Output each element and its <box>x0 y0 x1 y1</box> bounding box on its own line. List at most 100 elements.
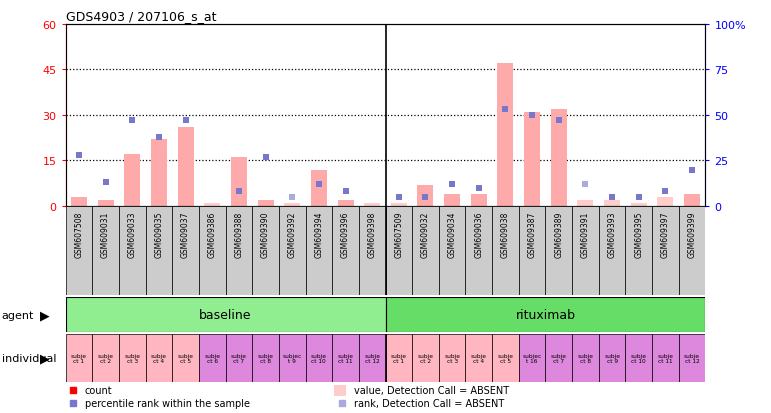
Text: GSM609392: GSM609392 <box>288 211 297 257</box>
Text: percentile rank within the sample: percentile rank within the sample <box>85 399 250 408</box>
Bar <box>66 297 386 332</box>
Bar <box>66 335 93 382</box>
Bar <box>284 204 300 206</box>
Bar <box>599 206 625 295</box>
Text: GSM609035: GSM609035 <box>154 211 163 257</box>
Bar <box>225 206 252 295</box>
Text: subje
ct 6: subje ct 6 <box>204 353 221 363</box>
Bar <box>199 206 225 295</box>
Bar <box>124 155 140 206</box>
Bar <box>524 113 540 206</box>
Text: GSM609386: GSM609386 <box>207 211 217 257</box>
Text: GSM609036: GSM609036 <box>474 211 483 257</box>
Bar <box>119 335 146 382</box>
Bar <box>177 128 194 206</box>
Bar <box>338 200 353 206</box>
Text: GSM609391: GSM609391 <box>581 211 590 257</box>
Text: rituximab: rituximab <box>516 309 575 321</box>
Bar <box>519 335 546 382</box>
Bar <box>439 206 466 295</box>
Bar <box>335 385 346 396</box>
Text: subje
ct 5: subje ct 5 <box>177 353 194 363</box>
Bar <box>279 206 305 295</box>
Bar <box>364 204 380 206</box>
Bar <box>146 206 172 295</box>
Text: rank, Detection Call = ABSENT: rank, Detection Call = ABSENT <box>353 399 503 408</box>
Text: GSM609031: GSM609031 <box>101 211 110 257</box>
Text: GSM609388: GSM609388 <box>234 211 244 257</box>
Bar <box>572 206 599 295</box>
Text: GSM609387: GSM609387 <box>527 211 537 257</box>
Text: agent: agent <box>2 310 34 320</box>
Text: GSM609395: GSM609395 <box>635 211 643 257</box>
Text: subje
ct 3: subje ct 3 <box>124 353 140 363</box>
Bar <box>572 335 599 382</box>
Bar <box>439 335 466 382</box>
Text: subje
ct 11: subje ct 11 <box>658 353 674 363</box>
Bar <box>332 335 359 382</box>
Bar <box>412 206 439 295</box>
Bar <box>305 335 332 382</box>
Text: individual: individual <box>2 353 56 363</box>
Text: subjec
t 16: subjec t 16 <box>523 353 542 363</box>
Text: GSM609032: GSM609032 <box>421 211 430 257</box>
Text: subje
ct 1: subje ct 1 <box>71 353 87 363</box>
Text: GSM609390: GSM609390 <box>261 211 270 257</box>
Text: subje
ct 3: subje ct 3 <box>444 353 460 363</box>
Text: GSM609397: GSM609397 <box>661 211 670 257</box>
Text: GSM607508: GSM607508 <box>74 211 83 257</box>
Bar <box>71 197 87 206</box>
Bar <box>391 204 407 206</box>
Bar <box>492 335 519 382</box>
Bar <box>625 206 652 295</box>
Bar <box>684 195 700 206</box>
Bar <box>466 335 492 382</box>
Bar <box>172 335 199 382</box>
Text: subje
ct 2: subje ct 2 <box>97 353 113 363</box>
Text: ▶: ▶ <box>40 352 49 365</box>
Text: GSM609033: GSM609033 <box>128 211 136 257</box>
Bar <box>231 158 247 206</box>
Text: subje
ct 8: subje ct 8 <box>577 353 594 363</box>
Text: GSM609038: GSM609038 <box>501 211 510 257</box>
Bar <box>412 335 439 382</box>
Bar <box>497 64 513 206</box>
Text: subjec
t 9: subjec t 9 <box>282 353 301 363</box>
Text: subje
ct 2: subje ct 2 <box>417 353 433 363</box>
Bar <box>305 206 332 295</box>
Text: subje
ct 9: subje ct 9 <box>604 353 620 363</box>
Text: subje
ct 8: subje ct 8 <box>258 353 274 363</box>
Text: GDS4903 / 207106_s_at: GDS4903 / 207106_s_at <box>66 10 216 23</box>
Text: GSM609034: GSM609034 <box>448 211 456 257</box>
Bar <box>225 335 252 382</box>
Bar <box>519 206 546 295</box>
Bar <box>652 206 678 295</box>
Text: GSM609398: GSM609398 <box>368 211 377 257</box>
Text: baseline: baseline <box>199 309 252 321</box>
Bar <box>359 335 386 382</box>
Text: subje
ct 4: subje ct 4 <box>471 353 487 363</box>
Bar <box>172 206 199 295</box>
Bar <box>252 206 279 295</box>
Bar <box>546 335 572 382</box>
Bar <box>332 206 359 295</box>
Text: GSM609394: GSM609394 <box>315 211 323 257</box>
Bar <box>119 206 146 295</box>
Text: GSM609396: GSM609396 <box>341 211 350 257</box>
Bar <box>678 335 705 382</box>
Text: subje
ct 1: subje ct 1 <box>391 353 407 363</box>
Text: subje
ct 5: subje ct 5 <box>497 353 513 363</box>
Bar <box>631 204 647 206</box>
Bar <box>386 335 412 382</box>
Bar <box>252 335 279 382</box>
Bar <box>471 195 487 206</box>
Text: ▶: ▶ <box>40 309 49 321</box>
Text: count: count <box>85 385 113 395</box>
Bar <box>599 335 625 382</box>
Bar <box>625 335 652 382</box>
Bar <box>97 200 113 206</box>
Text: GSM609399: GSM609399 <box>688 211 697 257</box>
Text: GSM609393: GSM609393 <box>608 211 617 257</box>
Bar <box>577 200 594 206</box>
Text: subje
ct 12: subje ct 12 <box>684 353 700 363</box>
